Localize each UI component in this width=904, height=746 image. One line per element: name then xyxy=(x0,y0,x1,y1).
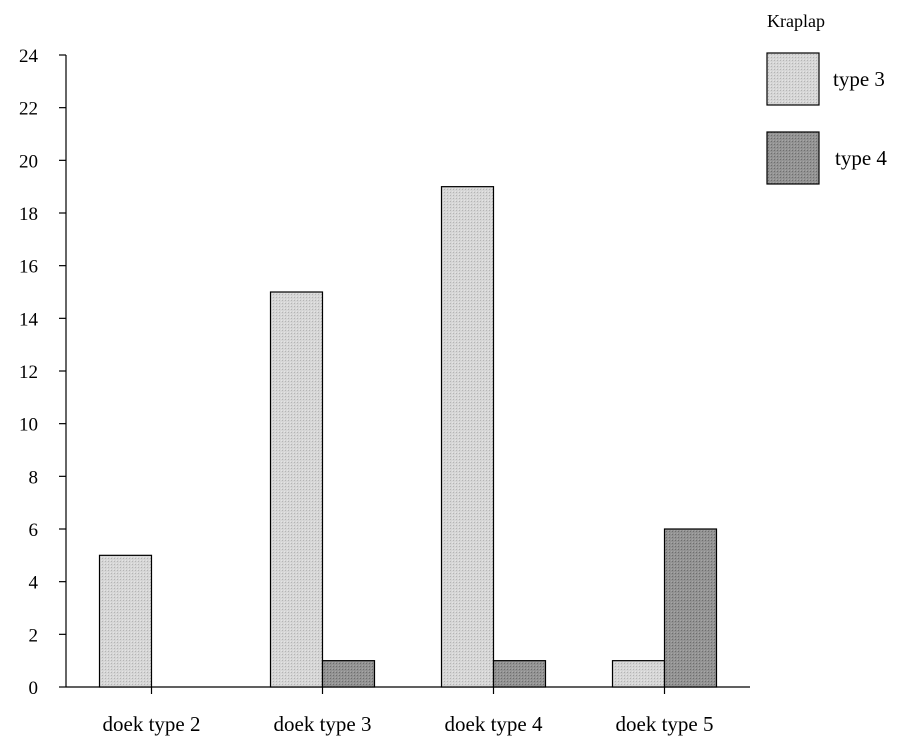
bar-type-4-doek-type-5 xyxy=(663,528,718,688)
x-tick-label: doek type 5 xyxy=(616,712,714,736)
y-tick-label: 2 xyxy=(29,625,39,646)
bars xyxy=(98,186,718,688)
bar-type-3-doek-type-5 xyxy=(611,660,666,688)
y-tick-label: 4 xyxy=(29,573,39,594)
bar-type-3-doek-type-4 xyxy=(440,186,495,688)
x-axis: doek type 2 doek type 3 doek type 4 doek ty… xyxy=(66,686,750,736)
x-tick-label: doek type 4 xyxy=(445,712,543,736)
y-tick-label: 22 xyxy=(19,99,38,120)
bar-type-4-doek-type-3 xyxy=(321,660,376,688)
legend-label: type 4 xyxy=(835,146,887,170)
y-tick-label: 12 xyxy=(19,362,38,383)
y-tick-label: 24 xyxy=(19,46,39,67)
legend-title: Kraplap xyxy=(767,11,825,31)
x-tick-label: doek type 3 xyxy=(274,712,372,736)
bar-type-4-doek-type-4 xyxy=(492,660,547,688)
y-tick-label: 6 xyxy=(29,520,39,541)
y-tick-label: 8 xyxy=(29,467,39,488)
legend-swatch xyxy=(766,131,820,185)
y-tick-label: 16 xyxy=(19,257,38,278)
x-tick-label: doek type 2 xyxy=(103,712,201,736)
legend: Kraplap type 3 type 4 xyxy=(766,11,887,185)
bar-type-3-doek-type-3 xyxy=(269,291,324,688)
y-tick-label: 18 xyxy=(19,204,38,225)
legend-label: type 3 xyxy=(833,67,885,91)
y-tick-label: 14 xyxy=(19,309,39,330)
legend-swatch xyxy=(766,52,820,106)
y-tick-label: 10 xyxy=(19,415,38,436)
bar-type-3-doek-type-2 xyxy=(98,554,153,688)
y-tick-label: 20 xyxy=(19,151,38,172)
y-tick-label: 0 xyxy=(29,678,39,699)
